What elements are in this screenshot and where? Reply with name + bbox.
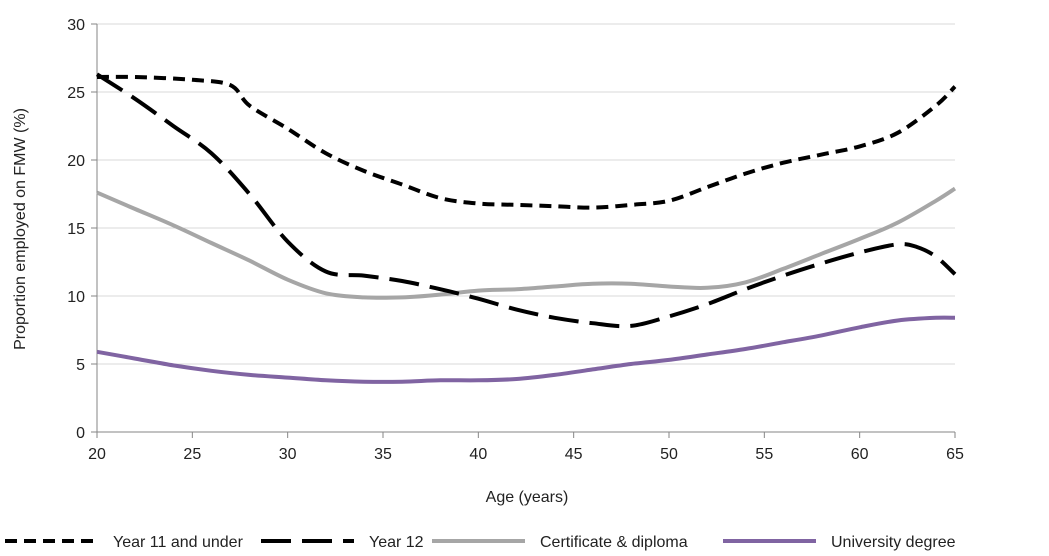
- x-tick-label: 65: [946, 446, 964, 463]
- y-tick-label: 15: [67, 221, 85, 238]
- legend-label: University degree: [831, 534, 956, 551]
- y-tick-label: 25: [67, 85, 85, 102]
- x-tick-label: 45: [565, 446, 583, 463]
- y-axis-title: Proportion employed on FMW (%): [12, 108, 29, 350]
- x-axis-ticks: 20 25 30 35 40 45 50 55 60 65: [88, 432, 964, 463]
- x-tick-label: 35: [374, 446, 392, 463]
- legend-label: Certificate & diploma: [540, 534, 688, 551]
- x-tick-label: 50: [660, 446, 678, 463]
- x-tick-label: 25: [183, 446, 201, 463]
- x-tick-label: 55: [755, 446, 773, 463]
- grid-lines: [97, 23, 955, 365]
- y-tick-label: 10: [67, 289, 85, 306]
- x-tick-label: 60: [851, 446, 869, 463]
- y-tick-label: 20: [67, 153, 85, 170]
- x-tick-label: 40: [469, 446, 487, 463]
- x-tick-label: 30: [279, 446, 297, 463]
- y-tick-label: 5: [76, 357, 85, 374]
- legend: Year 11 and under Year 12 Certificate & di…: [5, 534, 956, 551]
- series-line-university-degree: [96, 315, 956, 384]
- series-line-year-11-and-under: [96, 74, 957, 210]
- legend-label: Year 11 and under: [113, 534, 244, 551]
- series-line-certificate-diploma: [96, 186, 957, 300]
- y-tick-label: 30: [67, 17, 85, 34]
- x-tick-label: 20: [88, 446, 106, 463]
- y-axis-ticks: 0 5 10 15 20 25 30: [67, 17, 97, 442]
- series-line-year-12: [95, 72, 957, 329]
- x-axis-title: Age (years): [486, 489, 569, 506]
- y-tick-label: 0: [76, 425, 85, 442]
- legend-label: Year 12: [369, 534, 424, 551]
- series-layer: [95, 72, 957, 384]
